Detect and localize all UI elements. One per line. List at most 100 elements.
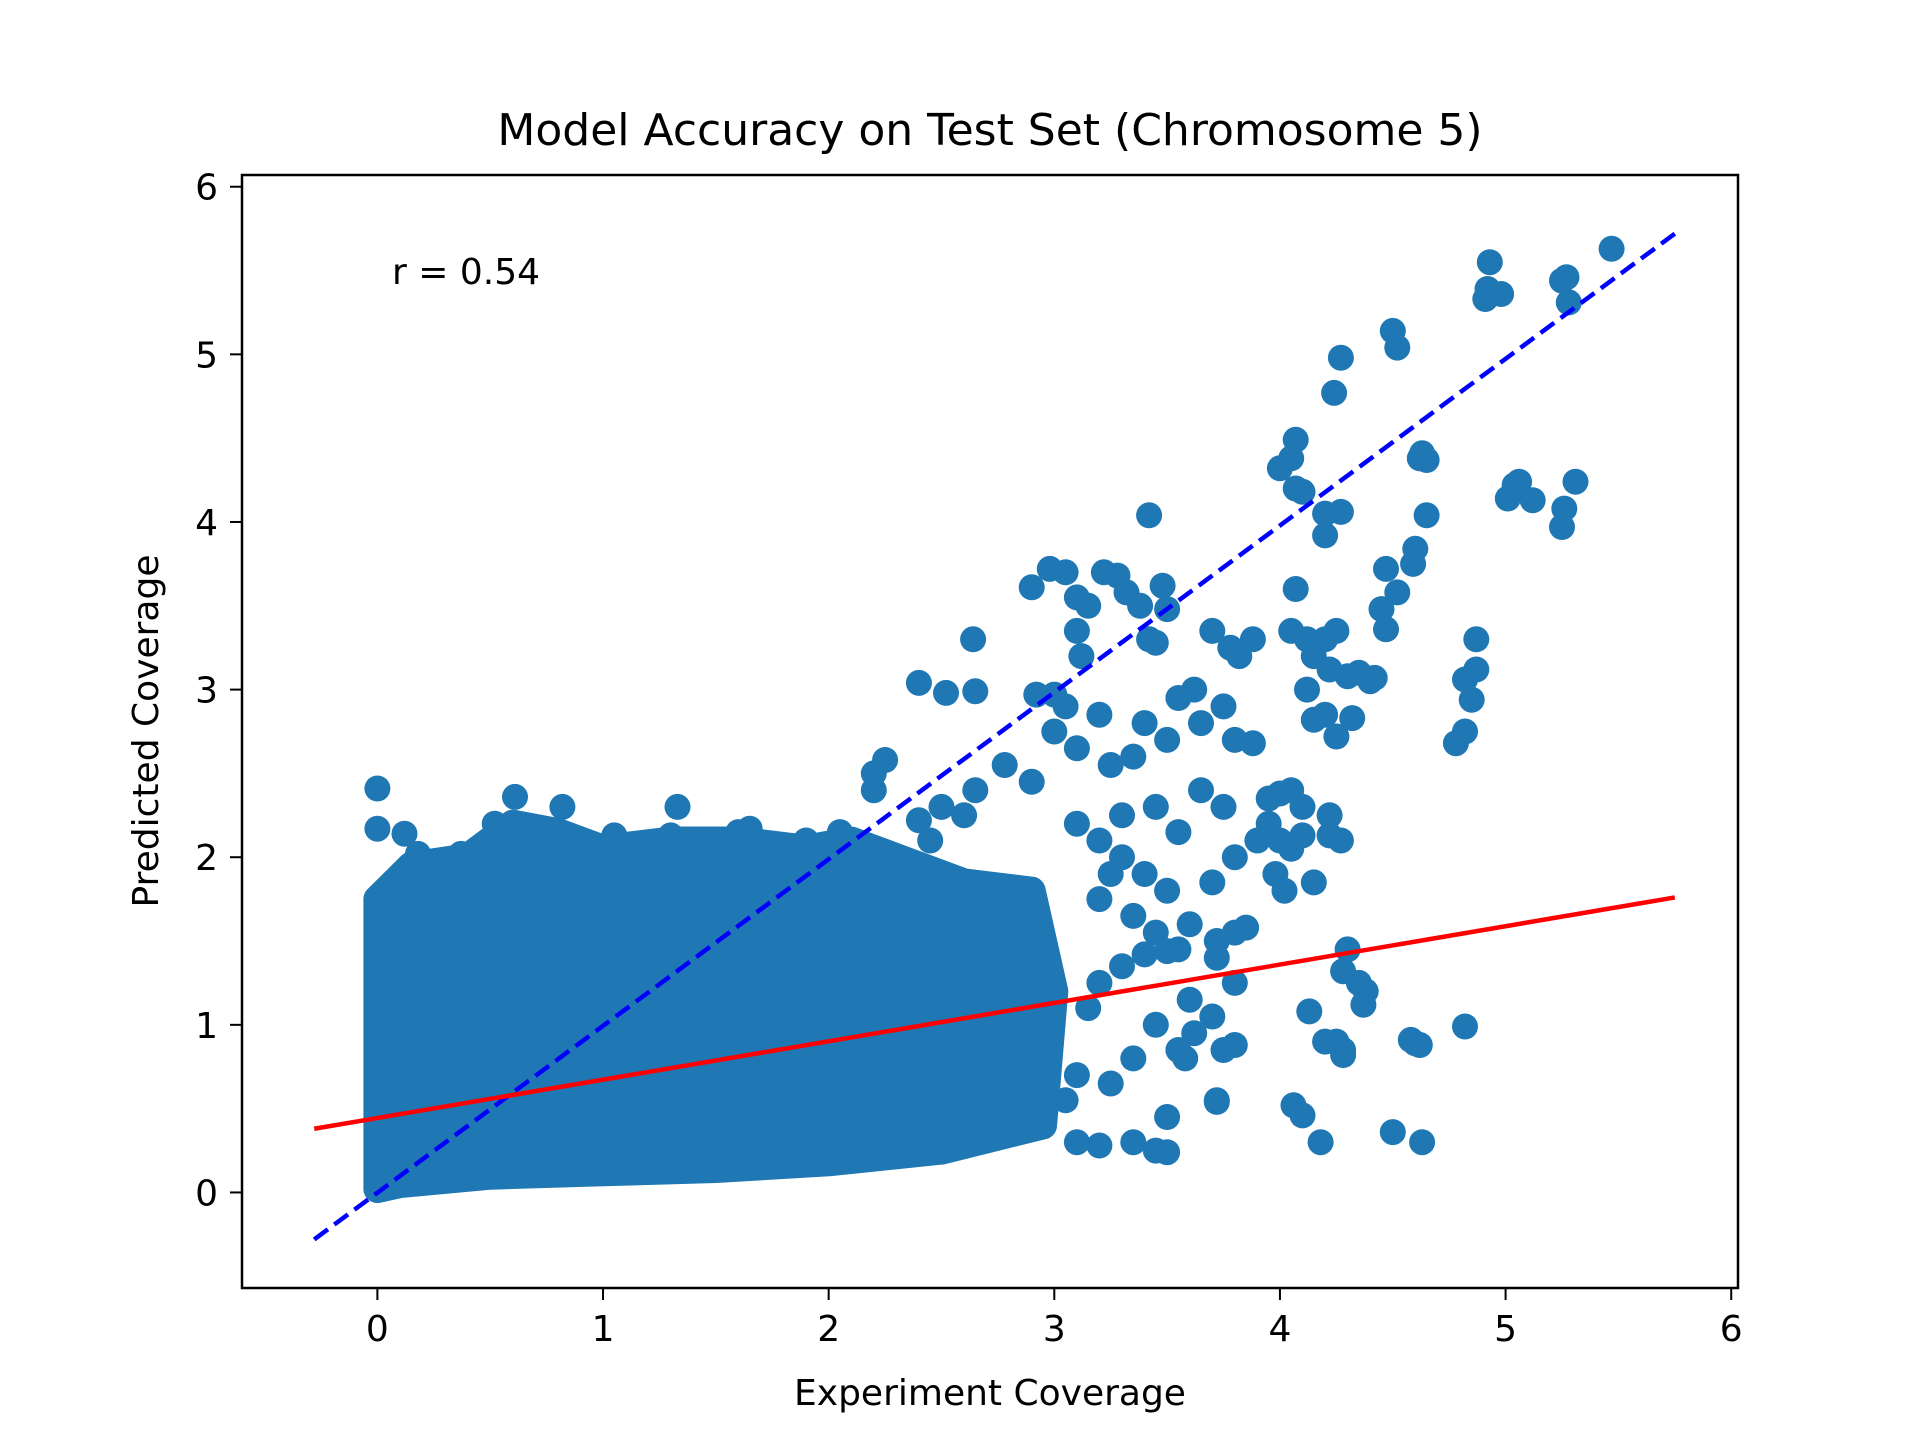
scatter-point [1289,478,1316,505]
scatter-point [1210,693,1237,720]
scatter-point [1373,616,1399,643]
scatter-point [1154,726,1181,753]
scatter-point [1063,617,1090,644]
scatter-point [1255,785,1282,812]
scatter-point [917,827,944,854]
scatter-point [1176,986,1203,1013]
scatter-point [664,793,691,820]
scatter-point [1086,969,1113,996]
scatter-point [1350,991,1377,1018]
scatter-point [1188,777,1214,804]
scatter-point [364,815,391,842]
scatter-point [1172,1045,1199,1072]
plot-area [312,231,1677,1242]
scatter-point [1555,289,1582,316]
y-tick-label: 0 [195,1173,218,1214]
x-tick-label: 3 [1043,1309,1066,1350]
scatter-point [1086,701,1113,728]
scatter-point [1400,550,1427,577]
scatter-point [1136,502,1163,529]
scatter-point [630,832,657,859]
y-tick-label: 5 [195,335,218,376]
scatter-point [1300,869,1327,896]
x-tick-label: 4 [1268,1309,1291,1350]
regression-line [313,895,1676,1131]
scatter-point [1330,1042,1357,1068]
scatter-point [1086,1132,1113,1159]
scatter-point [1203,944,1230,971]
scatter-point [1233,914,1260,941]
scatter-point [1199,869,1226,896]
scatter-point [1266,827,1293,854]
scatter-point [1142,629,1169,656]
scatter-point [1327,344,1354,371]
scatter-point [905,807,932,834]
plot-frame [240,173,1740,1290]
identity-line [312,231,1677,1242]
scatter-point [1154,938,1181,965]
scatter-point [1339,705,1366,732]
chart-title: Model Accuracy on Test Set (Chromosome 5… [497,105,1482,156]
scatter-point [1142,793,1169,820]
scatter-point [1181,1020,1208,1047]
scatter-point [1501,472,1528,499]
scatter-point [1373,555,1399,582]
scatter-point [1203,1088,1230,1115]
y-axis-title: Predicted Coverage [126,555,167,908]
scatter-point [1239,730,1266,757]
scatter-point [1413,502,1440,529]
scatter-point [736,815,763,842]
scatter-point [1086,886,1113,913]
scatter-point [1307,1129,1334,1156]
x-axis: 0 1 2 3 4 5 6 [366,1288,1743,1350]
scatter-point [1463,626,1490,653]
scatter-point [1598,235,1625,262]
scatter-point [364,775,391,802]
y-tick-label: 6 [195,168,218,209]
x-tick-label: 6 [1720,1309,1743,1350]
scatter-point [1488,281,1515,307]
scatter-point [1154,1139,1181,1166]
scatter-point [1120,1045,1147,1072]
scatter-point [1452,1013,1478,1040]
scatter-point [1271,877,1298,904]
scatter-point [1327,498,1354,525]
scatter-point [1312,701,1339,728]
scatter-point [1458,686,1485,713]
scatter-point [991,752,1018,778]
scatter-point [1063,1129,1090,1156]
scatter-point [1109,953,1135,980]
scatter-point [1289,793,1316,820]
scatter-point [793,827,820,854]
scatter-point [826,819,853,846]
scatter-point [1075,995,1102,1022]
scatter-point [1097,1070,1124,1097]
correlation-annotation: r = 0.54 [392,252,540,293]
scatter-point [1282,426,1309,453]
scatter-point [1052,1087,1079,1114]
scatter-point [1327,827,1354,854]
scatter-point [1097,752,1124,778]
x-axis-title: Experiment Coverage [794,1373,1186,1414]
scatter-point [928,793,955,820]
scatter-point [1154,877,1181,904]
scatter-point [1018,574,1045,601]
y-axis: 0 1 2 3 4 5 6 [195,168,242,1214]
scatter-point [933,679,959,706]
scatter-point [951,802,978,829]
scatter-point [1165,819,1192,846]
scatter-point [1553,264,1580,291]
y-tick-label: 1 [195,1006,218,1047]
scatter-point [1312,522,1339,549]
scatter-point [529,819,556,846]
scatter-point [502,783,528,810]
scatter-point [1154,1104,1181,1130]
scatter-point [1142,1011,1169,1038]
y-tick-label: 3 [195,671,218,712]
scatter-point [1294,676,1320,703]
scatter-point [1052,559,1079,586]
scatter-point [962,678,989,705]
scatter-point [657,822,684,849]
